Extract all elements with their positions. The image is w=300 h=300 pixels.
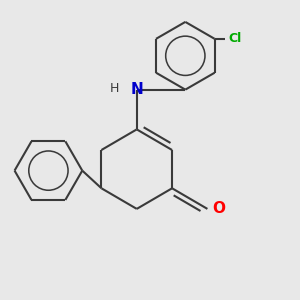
Text: O: O: [213, 201, 226, 216]
Text: Cl: Cl: [228, 32, 241, 45]
Text: H: H: [110, 82, 119, 95]
Text: N: N: [130, 82, 143, 97]
